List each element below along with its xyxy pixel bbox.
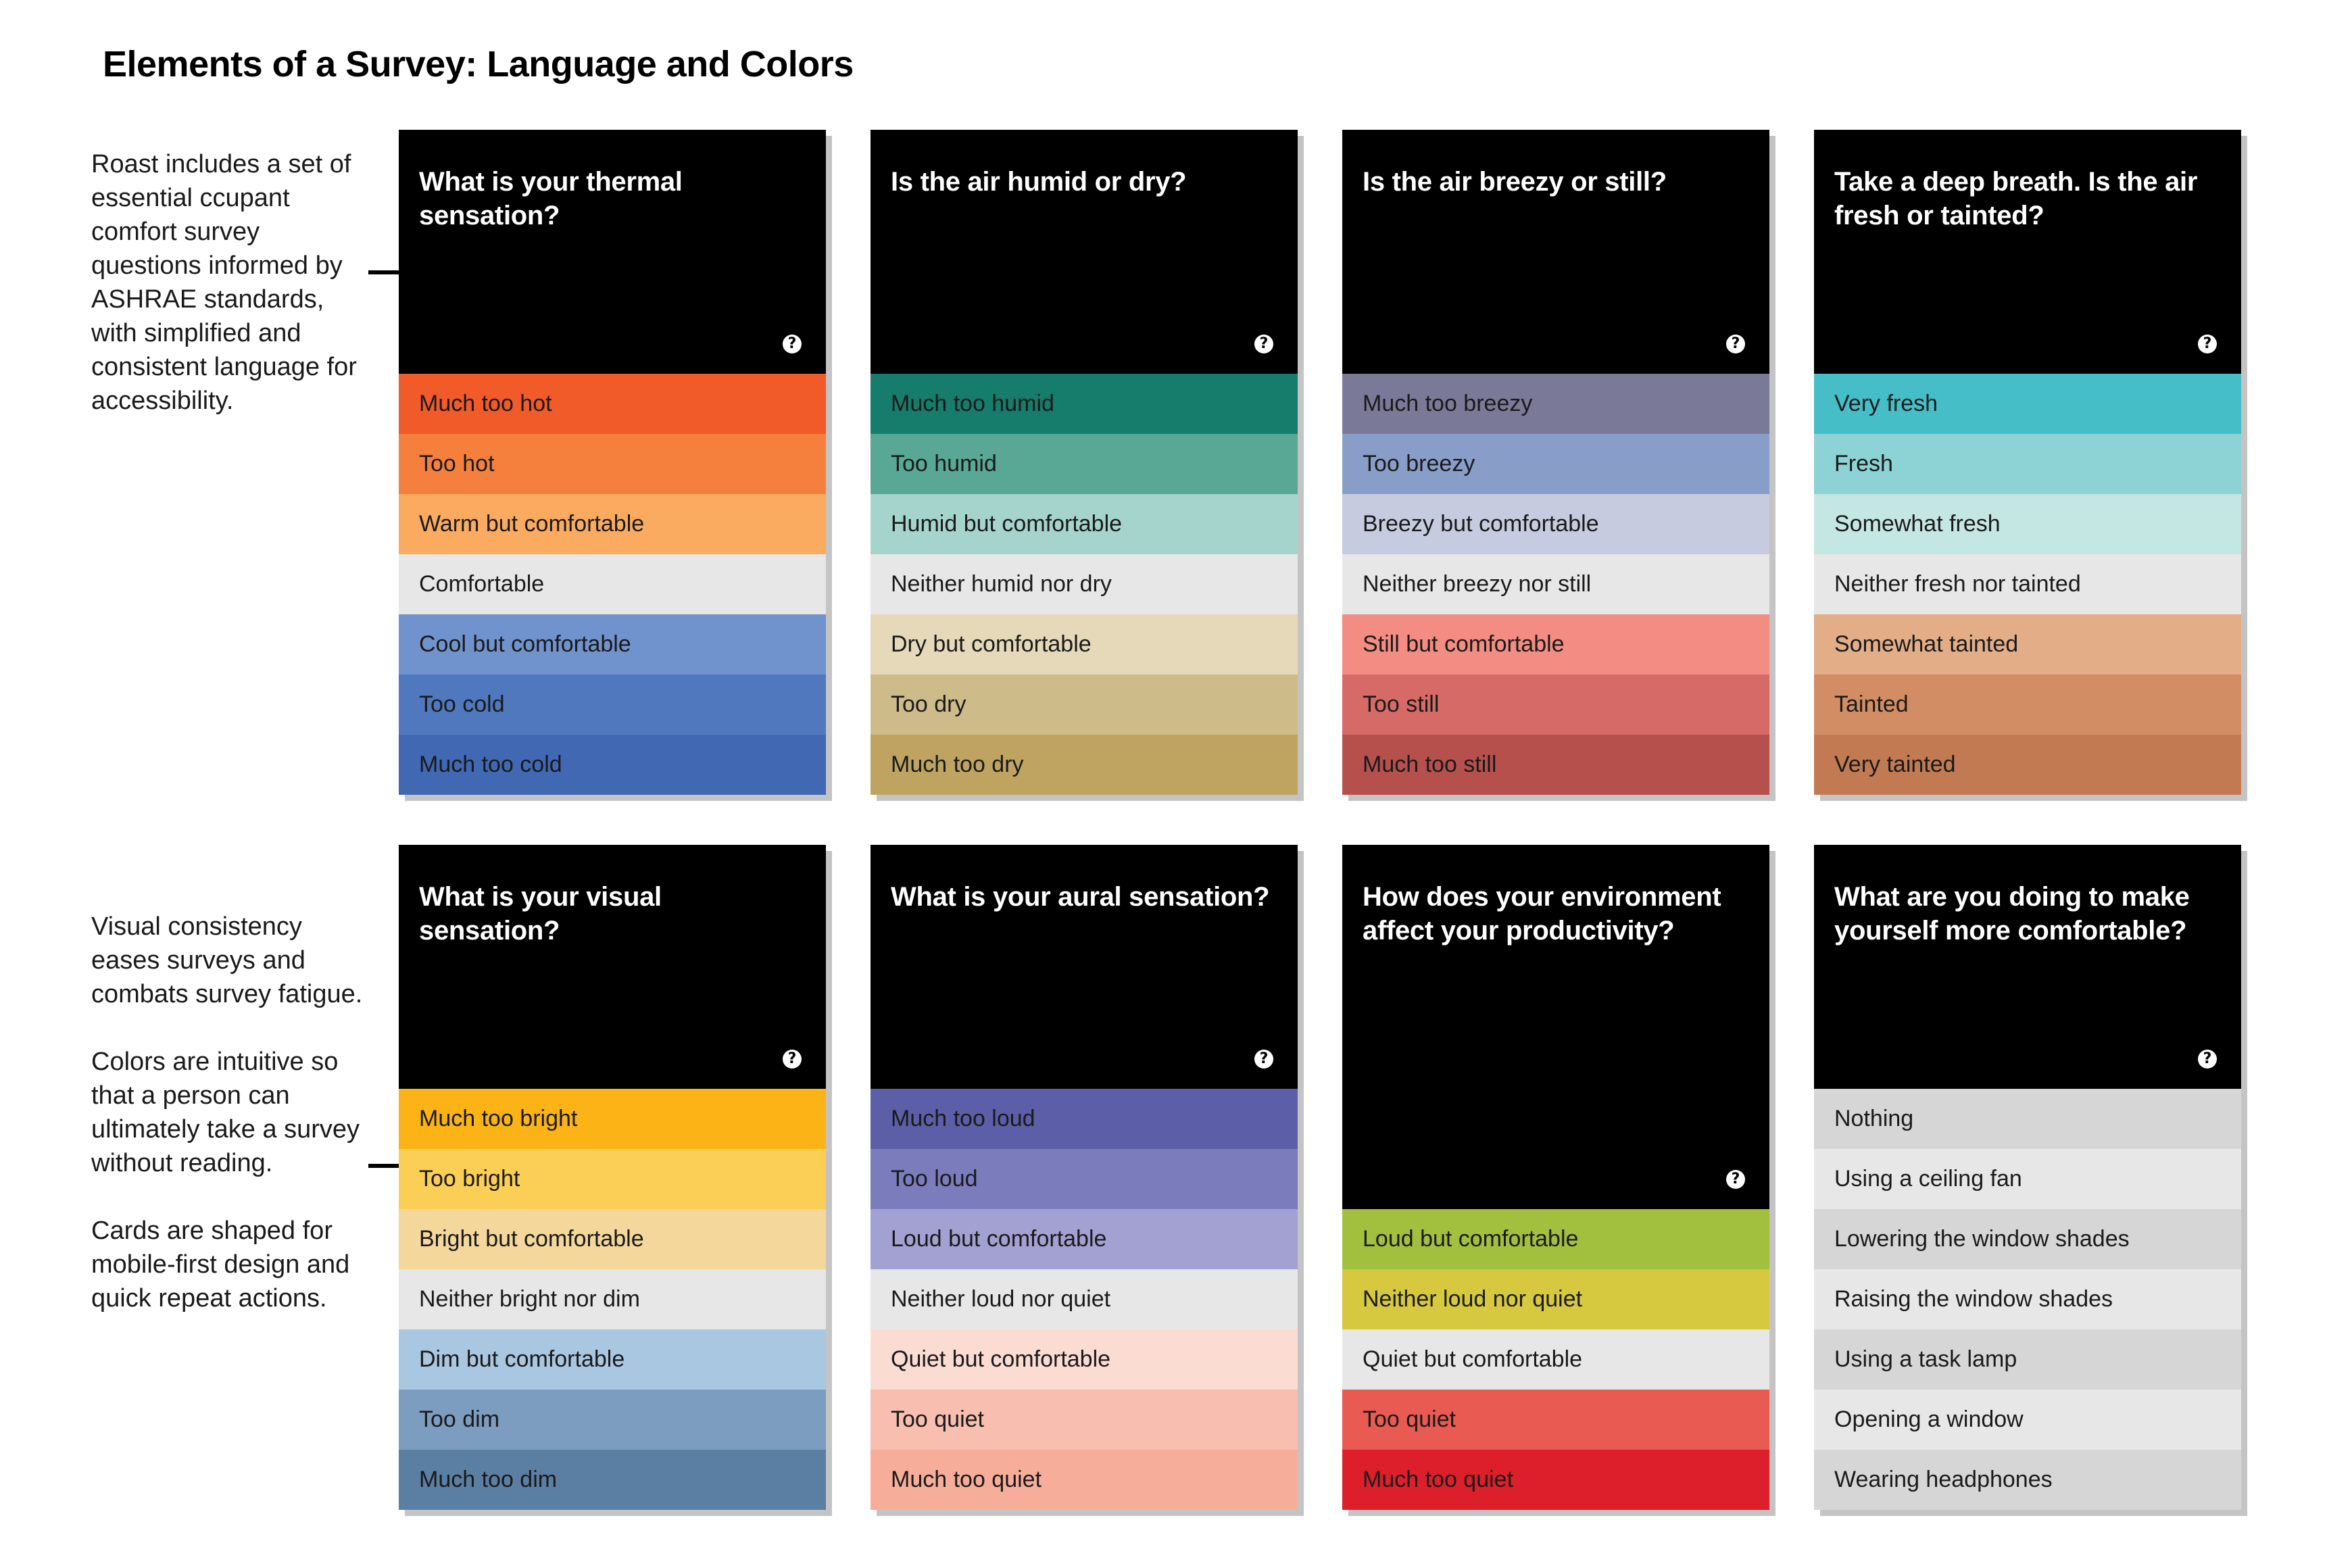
answer-option[interactable]: Much too dry [871,735,1298,795]
answer-option[interactable]: Using a ceiling fan [1814,1149,2241,1209]
answer-option[interactable]: Too humid [871,434,1298,494]
help-icon[interactable]: ? [2198,1050,2217,1069]
answer-option[interactable]: Too dry [871,675,1298,735]
help-icon[interactable]: ? [1254,1050,1273,1069]
answer-option[interactable]: Too loud [871,1149,1298,1209]
answer-option[interactable]: Quiet but comfortable [871,1329,1298,1390]
note-bottom: Visual consistency eases surveys and com… [91,910,375,1315]
answer-option[interactable]: Much too bright [399,1089,826,1149]
answer-option[interactable]: Much too humid [871,374,1298,434]
help-icon[interactable]: ? [2198,335,2217,353]
answer-option[interactable]: Too bright [399,1149,826,1209]
answer-option[interactable]: Fresh [1814,434,2241,494]
answer-option[interactable]: Lowering the window shades [1814,1209,2241,1269]
card-question: How does your environment affect your pr… [1363,882,1721,946]
card-header: What is your visual sensation?? [399,845,826,1089]
survey-card: Take a deep breath. Is the air fresh or … [1814,130,2241,795]
card-question: Take a deep breath. Is the air fresh or … [1834,167,2198,230]
card-header: What are you doing to make yourself more… [1814,845,2241,1089]
survey-card: What is your aural sensation?? Much too l… [871,845,1298,1510]
answer-option[interactable]: Somewhat tainted [1814,614,2241,675]
help-icon[interactable]: ? [1726,1170,1745,1189]
answer-option[interactable]: Too hot [399,434,826,494]
card-question: What is your aural sensation? [891,882,1270,912]
answer-option[interactable]: Humid but comfortable [871,494,1298,554]
survey-card: How does your environment affect your pr… [1342,845,1769,1510]
answer-option[interactable]: Much too breezy [1342,374,1769,434]
survey-card: Is the air breezy or still?? Much too bre… [1342,130,1769,795]
answer-option[interactable]: Too still [1342,675,1769,735]
answer-option[interactable]: Neither humid nor dry [871,554,1298,614]
card-header: How does your environment affect your pr… [1342,845,1769,1209]
answer-option[interactable]: Much too loud [871,1089,1298,1149]
answer-option[interactable]: Still but comfortable [1342,614,1769,675]
answer-option[interactable]: Cool but comfortable [399,614,826,675]
connector-line [368,1164,399,1168]
note-top: Roast includes a set of essential ccupan… [91,147,375,418]
answer-option[interactable]: Too cold [399,675,826,735]
answer-option[interactable]: Opening a window [1814,1390,2241,1450]
answer-option[interactable]: Too breezy [1342,434,1769,494]
answer-option[interactable]: Neither bright nor dim [399,1269,826,1329]
answer-option[interactable]: Much too hot [399,374,826,434]
answer-option[interactable]: Too quiet [871,1390,1298,1450]
help-icon[interactable]: ? [783,335,802,353]
note-paragraph: Cards are shaped for mobile-first design… [91,1217,350,1313]
answer-option[interactable]: Using a task lamp [1814,1329,2241,1390]
answer-option[interactable]: Tainted [1814,675,2241,735]
answer-option[interactable]: Warm but comfortable [399,494,826,554]
answer-option[interactable]: Nothing [1814,1089,2241,1149]
note-paragraph: Roast includes a set of essential ccupan… [91,150,357,415]
note-paragraph: Visual consistency eases surveys and com… [91,912,363,1008]
help-icon[interactable]: ? [783,1050,802,1069]
answer-option[interactable]: Much too still [1342,735,1769,795]
answer-option[interactable]: Loud but comfortable [1342,1209,1769,1269]
card-header: Is the air humid or dry?? [871,130,1298,374]
answer-option[interactable]: Too dim [399,1390,826,1450]
answer-option[interactable]: Very tainted [1814,735,2241,795]
survey-card: What is your visual sensation?? Much too … [399,845,826,1510]
answer-option[interactable]: Too quiet [1342,1390,1769,1450]
answer-option[interactable]: Dry but comfortable [871,614,1298,675]
survey-card: What are you doing to make yourself more… [1814,845,2241,1510]
answer-option[interactable]: Much too cold [399,735,826,795]
card-header: Is the air breezy or still?? [1342,130,1769,374]
answer-option[interactable]: Very fresh [1814,374,2241,434]
card-question: What is your visual sensation? [419,882,662,946]
answer-option[interactable]: Neither loud nor quiet [1342,1269,1769,1329]
answer-option[interactable]: Breezy but comfortable [1342,494,1769,554]
help-icon[interactable]: ? [1254,335,1273,353]
note-paragraph: Colors are intuitive so that a person ca… [91,1048,360,1177]
answer-option[interactable]: Neither loud nor quiet [871,1269,1298,1329]
survey-card: Is the air humid or dry?? Much too humid T… [871,130,1298,795]
answer-option[interactable]: Wearing headphones [1814,1450,2241,1510]
page-title: Elements of a Survey: Language and Color… [103,44,854,84]
card-question: Is the air humid or dry? [891,167,1187,197]
answer-option[interactable]: Raising the window shades [1814,1269,2241,1329]
survey-card: What is your thermal sensation?? Much too… [399,130,826,795]
answer-option[interactable]: Much too quiet [1342,1450,1769,1510]
answer-option[interactable]: Dim but comfortable [399,1329,826,1390]
answer-option[interactable]: Much too dim [399,1450,826,1510]
answer-option[interactable]: Bright but comfortable [399,1209,826,1269]
card-question: Is the air breezy or still? [1363,167,1667,197]
card-header: Take a deep breath. Is the air fresh or … [1814,130,2241,374]
help-icon[interactable]: ? [1726,335,1745,353]
card-header: What is your aural sensation?? [871,845,1298,1089]
card-question: What are you doing to make yourself more… [1834,882,2190,946]
card-header: What is your thermal sensation?? [399,130,826,374]
answer-option[interactable]: Quiet but comfortable [1342,1329,1769,1390]
answer-option[interactable]: Somewhat fresh [1814,494,2241,554]
connector-line [368,270,399,274]
answer-option[interactable]: Much too quiet [871,1450,1298,1510]
answer-option[interactable]: Loud but comfortable [871,1209,1298,1269]
answer-option[interactable]: Neither breezy nor still [1342,554,1769,614]
answer-option[interactable]: Neither fresh nor tainted [1814,554,2241,614]
card-question: What is your thermal sensation? [419,167,683,230]
answer-option[interactable]: Comfortable [399,554,826,614]
